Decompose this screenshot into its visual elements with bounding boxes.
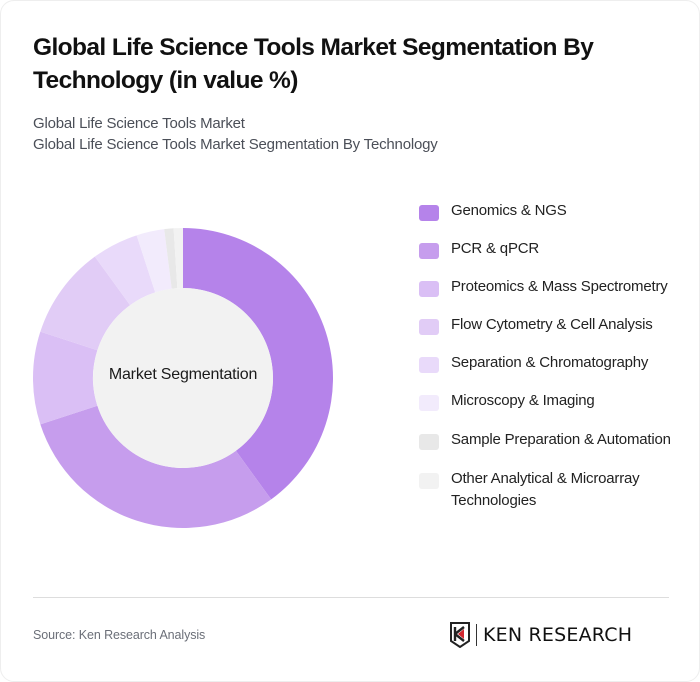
subtitle-segmentation: Global Life Science Tools Market Segment… bbox=[33, 136, 438, 153]
donut-chart bbox=[32, 228, 333, 528]
legend-swatch bbox=[419, 357, 439, 373]
donut-hole bbox=[93, 288, 273, 468]
logo-text: KEN RESEARCH bbox=[483, 624, 633, 646]
legend-label: Genomics & NGS bbox=[451, 202, 567, 219]
chart-legend: Genomics & NGS PCR & qPCR Proteomics & Mas… bbox=[419, 200, 689, 512]
legend-swatch bbox=[419, 243, 439, 259]
donut-slice[interactable] bbox=[173, 228, 183, 289]
legend-item[interactable]: PCR & qPCR bbox=[419, 238, 689, 260]
legend-item[interactable]: Separation & Chromatography bbox=[419, 352, 689, 374]
donut-slice[interactable] bbox=[164, 228, 178, 289]
ken-logo-icon bbox=[450, 622, 470, 648]
logo-separator bbox=[476, 624, 477, 646]
legend-item[interactable]: Genomics & NGS bbox=[419, 200, 689, 222]
legend-label: Sample Preparation & Automation bbox=[451, 431, 671, 448]
legend-label: Proteomics & Mass Spectrometry bbox=[451, 278, 668, 295]
legend-swatch bbox=[419, 395, 439, 411]
legend-swatch bbox=[419, 319, 439, 335]
chart-subtitle: Global Life Science Tools Market Global … bbox=[33, 113, 438, 155]
subtitle-market: Global Life Science Tools Market bbox=[33, 115, 245, 132]
legend-item[interactable]: Other Analytical & Microarray Technologi… bbox=[419, 468, 689, 512]
legend-label: Microscopy & Imaging bbox=[451, 392, 595, 409]
donut-slice[interactable] bbox=[40, 256, 131, 351]
legend-label: Flow Cytometry & Cell Analysis bbox=[451, 316, 653, 333]
legend-label: Separation & Chromatography bbox=[451, 354, 649, 371]
legend-label: PCR & qPCR bbox=[451, 240, 540, 257]
legend-swatch bbox=[419, 281, 439, 297]
legend-swatch bbox=[419, 205, 439, 221]
donut-center-label: Market Segmentation bbox=[108, 366, 258, 383]
legend-label: Other Analytical & Microarray Technologi… bbox=[451, 470, 640, 509]
legend-item[interactable]: Flow Cytometry & Cell Analysis bbox=[419, 314, 689, 336]
legend-item[interactable]: Proteomics & Mass Spectrometry bbox=[419, 276, 689, 298]
legend-swatch bbox=[419, 434, 439, 450]
chart-title: Global Life Science Tools Market Segment… bbox=[33, 34, 594, 94]
legend-item[interactable]: Sample Preparation & Automation bbox=[419, 429, 689, 451]
legend-item[interactable]: Microscopy & Imaging bbox=[419, 390, 689, 412]
donut-slice[interactable] bbox=[183, 228, 333, 500]
donut-slice[interactable] bbox=[40, 405, 272, 528]
donut-slice[interactable] bbox=[136, 229, 172, 293]
donut-slice[interactable] bbox=[32, 331, 98, 425]
donut-slice[interactable] bbox=[94, 235, 156, 306]
ken-research-logo: KEN RESEARCH bbox=[449, 621, 671, 649]
source-note: Source: Ken Research Analysis bbox=[33, 628, 206, 642]
legend-swatch bbox=[419, 473, 439, 489]
footer-divider bbox=[33, 597, 669, 598]
